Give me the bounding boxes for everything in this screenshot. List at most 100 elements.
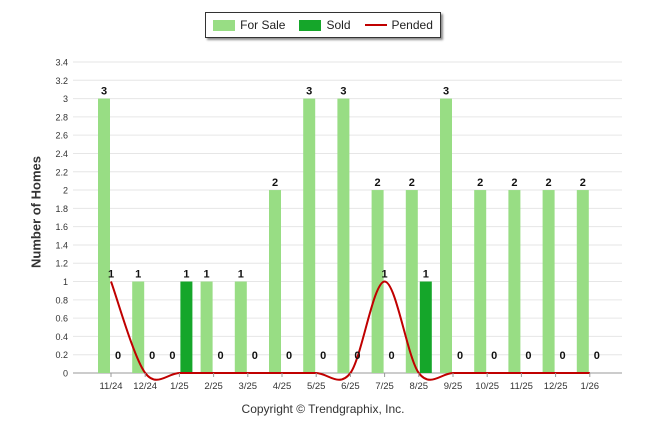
x-tick-label: 11/25	[510, 381, 533, 392]
x-tick-label: 4/25	[273, 381, 292, 392]
pended-series-line	[110, 280, 590, 381]
for-sale-data-label: 1	[204, 269, 210, 281]
legend-item-sold[interactable]: Sold	[299, 18, 351, 32]
for-sale-bar	[337, 98, 350, 374]
for-sale-swatch	[213, 19, 236, 31]
for-sale-data-label: 3	[443, 86, 449, 98]
y-tick-label: 0.4	[55, 332, 68, 342]
for-sale-bar	[303, 98, 316, 374]
y-tick-label: 2.4	[55, 149, 68, 159]
for-sale-data-label: 2	[477, 177, 483, 189]
for-sale-bar	[440, 98, 452, 374]
for-sale-data-label: 0	[169, 350, 175, 362]
x-tick-label: 5/25	[307, 381, 326, 392]
x-tick-label: 3/25	[239, 381, 258, 392]
for-sale-data-label: 2	[511, 177, 517, 189]
for-sale-data-label: 3	[306, 86, 312, 98]
for-sale-bar	[508, 190, 521, 373]
sold-data-label: 1	[423, 269, 429, 281]
sold-bar	[419, 281, 432, 373]
for-sale-bar	[474, 190, 487, 373]
y-tick-label: 3.2	[55, 76, 68, 86]
sold-swatch	[299, 19, 322, 31]
for-sale-data-label: 2	[409, 177, 415, 189]
sold-data-label: 0	[594, 350, 600, 362]
sold-data-label: 0	[560, 350, 566, 362]
for-sale-bar	[405, 190, 418, 373]
legend-label-sold: Sold	[326, 18, 351, 32]
y-tick-label: 0.6	[55, 314, 68, 324]
legend-item-pended[interactable]: Pended	[364, 18, 433, 32]
y-tick-label: 1	[63, 277, 68, 287]
sold-data-label: 0	[115, 350, 121, 362]
x-axis-ticks: 11/24 12/24 1/25 2/25 3/25 4/25 5/25 6/25 7/25 8/…	[99, 373, 599, 392]
x-tick-label: 7/25	[375, 381, 394, 392]
sold-bars	[180, 281, 432, 373]
for-sale-data-label: 2	[546, 177, 552, 189]
y-tick-label: 0.8	[55, 295, 68, 305]
for-sale-data-label: 2	[375, 177, 381, 189]
for-sale-bar	[98, 98, 110, 374]
pended-data-label: 1	[108, 269, 114, 281]
pended-swatch	[364, 24, 387, 26]
x-tick-label: 2/25	[204, 381, 223, 392]
x-tick-label: 12/25	[544, 381, 568, 392]
pended-data-label: 1	[382, 269, 388, 281]
for-sale-bar	[542, 190, 555, 373]
for-sale-data-label: 2	[272, 177, 278, 189]
y-tick-label: 1.8	[55, 204, 68, 214]
sold-data-label: 0	[525, 350, 531, 362]
for-sale-data-label: 1	[135, 269, 141, 281]
for-sale-bar	[371, 190, 384, 373]
x-tick-label: 12/24	[133, 381, 157, 392]
sold-data-label: 0	[457, 350, 463, 362]
sold-data-label: 0	[354, 350, 360, 362]
sold-data-label: 0	[320, 350, 326, 362]
sold-data-label: 0	[252, 350, 258, 362]
x-tick-label: 10/25	[475, 381, 499, 392]
y-tick-label: 1.2	[55, 259, 68, 269]
y-tick-label: 2.8	[55, 112, 68, 122]
y-tick-label: 3.4	[55, 58, 68, 68]
sold-data-label: 1	[183, 269, 189, 281]
sold-data-label: 0	[286, 350, 292, 362]
sold-data-label: 0	[491, 350, 497, 362]
y-tick-label: 3	[63, 94, 68, 104]
legend-label-for-sale: For Sale	[240, 18, 286, 32]
y-tick-label: 2.6	[55, 131, 68, 141]
for-sale-bar	[576, 190, 589, 373]
y-axis-title: Number of Homes	[28, 156, 44, 268]
copyright-text: Copyright © Trendgraphix, Inc.	[241, 402, 405, 416]
legend-item-for-sale[interactable]: For Sale	[213, 18, 285, 32]
x-tick-label: 6/25	[341, 381, 360, 392]
y-tick-label: 2	[63, 186, 68, 196]
for-sale-bar	[234, 281, 247, 373]
y-axis-ticks: 0 0.2 0.4 0.6 0.8 1 1.2 1.4 1.6 1.8 2 2.2 2.4 2.6 2.8 3…	[55, 58, 68, 379]
legend: For Sale Sold Pended	[205, 12, 441, 38]
y-tick-label: 1.6	[55, 222, 68, 232]
legend-label-pended: Pended	[391, 18, 433, 32]
y-tick-label: 2.2	[55, 167, 68, 177]
sold-bar	[180, 281, 193, 373]
for-sale-bars	[98, 98, 589, 374]
sold-data-label: 0	[218, 350, 224, 362]
for-sale-data-label: 2	[580, 177, 586, 189]
pended-line	[110, 280, 590, 381]
for-sale-bar	[269, 190, 281, 373]
x-tick-label: 8/25	[410, 381, 429, 392]
data-labels: 3 0 1 0 0 1 1 0 1 0 2 0 3 0 3 0 2 0 2 1 3 0 2 0 2 0 2 0 2 0 1 1	[101, 86, 600, 362]
sold-data-label: 0	[149, 350, 155, 362]
for-sale-data-label: 3	[340, 86, 346, 98]
for-sale-data-label: 3	[101, 86, 107, 98]
y-tick-label: 1.4	[55, 240, 68, 250]
for-sale-bar	[200, 281, 213, 373]
x-tick-label: 1/25	[170, 381, 189, 392]
for-sale-data-label: 1	[238, 269, 244, 281]
x-tick-label: 1/26	[581, 381, 600, 392]
y-tick-label: 0.2	[55, 350, 68, 360]
x-tick-label: 9/25	[444, 381, 463, 392]
x-tick-label: 11/24	[99, 381, 122, 392]
y-tick-label: 0	[63, 369, 68, 379]
sold-data-label: 0	[389, 350, 395, 362]
